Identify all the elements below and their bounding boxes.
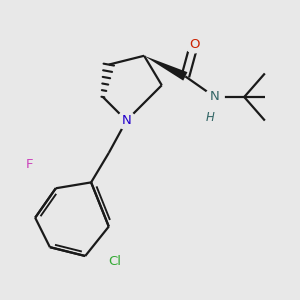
- Ellipse shape: [206, 88, 224, 106]
- Ellipse shape: [101, 253, 128, 271]
- Text: Cl: Cl: [108, 255, 121, 268]
- Ellipse shape: [20, 156, 39, 174]
- Text: N: N: [210, 91, 220, 103]
- Ellipse shape: [117, 112, 136, 129]
- Text: N: N: [122, 114, 131, 127]
- Ellipse shape: [185, 35, 204, 53]
- Text: H: H: [206, 111, 215, 124]
- Text: O: O: [189, 38, 200, 50]
- Text: F: F: [26, 158, 33, 171]
- Polygon shape: [144, 56, 188, 81]
